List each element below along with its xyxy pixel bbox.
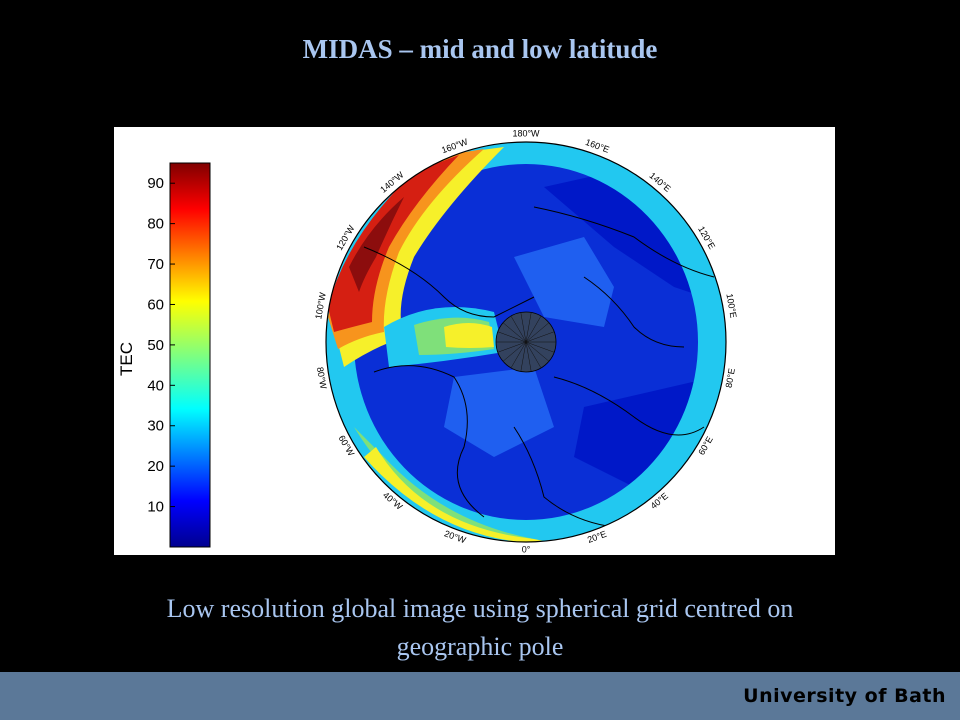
polar-cap-spoke xyxy=(520,341,527,372)
colorbar-tick-label: 90 xyxy=(147,175,164,192)
longitude-label: 80°W xyxy=(315,366,329,390)
colorbar-tick-label: 70 xyxy=(147,256,164,273)
polar-cap-spoke xyxy=(525,341,550,362)
polar-map: 180°W160°E140°E120°E100°E80°E60°E40°E20°… xyxy=(313,128,738,554)
tec-region-mid-blue xyxy=(514,237,614,327)
colorbar: 10 20 30 40 50 60 70 80 90 TEC xyxy=(117,162,211,548)
coastlines xyxy=(363,206,715,528)
longitude-label: 0° xyxy=(522,544,531,554)
longitude-label: 180°W xyxy=(512,128,540,138)
footer-bar: University of Bath xyxy=(0,672,960,720)
polar-cap-spoke xyxy=(525,331,555,343)
tec-region-red xyxy=(328,155,459,332)
longitude-label: 80°E xyxy=(724,367,737,388)
longitude-label: 100°W xyxy=(313,291,328,320)
polar-cap-spoke xyxy=(525,341,532,372)
colorbar-gradient xyxy=(169,162,211,548)
colorbar-ticks: 10 20 30 40 50 60 70 80 90 xyxy=(147,175,175,516)
polar-cap-spoke xyxy=(510,341,527,369)
polar-cap-spoke xyxy=(502,341,527,362)
tec-band-yellow xyxy=(364,447,554,542)
polar-cap-spoke xyxy=(525,312,532,343)
caption-line-1: Low resolution global image using spheri… xyxy=(166,594,794,623)
colorbar-tick-label: 20 xyxy=(147,458,164,475)
tec-region-dark-red xyxy=(349,197,404,292)
tec-map-figure: 10 20 30 40 50 60 70 80 90 TEC xyxy=(114,127,835,555)
polar-cap-spoke xyxy=(525,315,542,343)
colorbar-title: TEC xyxy=(117,342,136,376)
polar-cap-spoke xyxy=(497,341,527,353)
polar-cap-grid xyxy=(496,312,556,372)
polar-cap-spoke xyxy=(510,315,527,343)
polar-cap-spoke xyxy=(502,322,527,343)
tec-region-mid-blue-2 xyxy=(444,367,554,457)
colorbar-tick-label: 40 xyxy=(147,377,164,394)
colorbar-tick-label: 10 xyxy=(147,499,164,516)
polar-cap-spoke xyxy=(520,312,527,343)
tec-region-yellow-tongue xyxy=(444,323,494,348)
slide-title: MIDAS – mid and low latitude xyxy=(302,34,658,64)
caption-line-2: geographic pole xyxy=(396,632,564,661)
polar-cap-spoke xyxy=(497,331,527,343)
map-rim xyxy=(325,141,727,543)
colorbar-tick-label: 30 xyxy=(147,418,164,435)
polar-cap-spoke xyxy=(525,341,555,353)
polar-cap-spoke xyxy=(525,341,542,369)
slide-caption: Low resolution global image using spheri… xyxy=(40,590,920,666)
polar-cap-spoke xyxy=(525,322,550,343)
colorbar-tick-label: 50 xyxy=(147,337,164,354)
colorbar-tick-label: 60 xyxy=(147,296,164,313)
colorbar-tick-label: 80 xyxy=(147,216,164,233)
footer-university-label: University of Bath xyxy=(743,685,946,707)
longitude-label: 100°E xyxy=(724,293,738,319)
tec-map-svg: 10 20 30 40 50 60 70 80 90 TEC xyxy=(117,128,739,554)
